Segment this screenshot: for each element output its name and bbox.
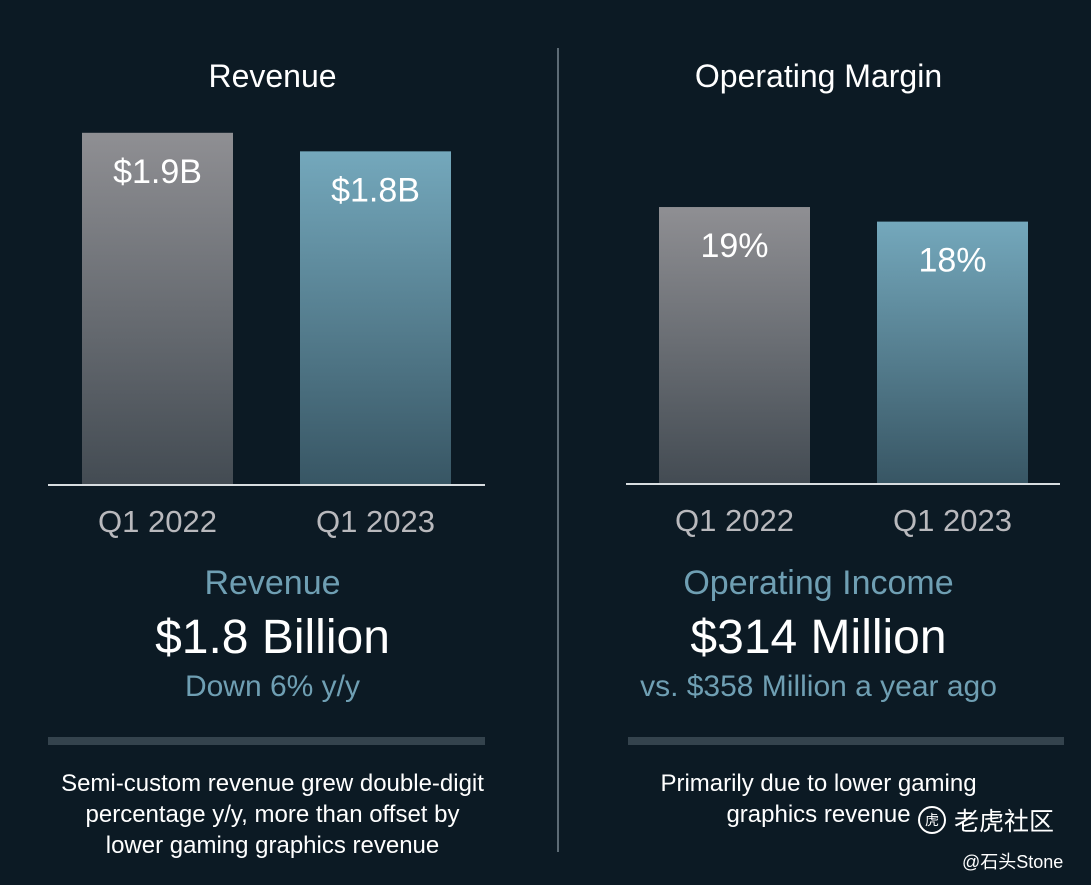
- operating-income-comparison: vs. $358 Million a year ago: [640, 670, 997, 703]
- x-tick-label: Q1 2022: [675, 503, 794, 538]
- tiger-logo-icon: 虎: [918, 806, 946, 834]
- bar-data-label: 18%: [918, 242, 986, 280]
- revenue-chart-title: Revenue: [208, 58, 337, 94]
- x-tick-label: Q1 2023: [316, 504, 435, 539]
- operating-margin-note: Primarily due to lower gaming graphics r…: [546, 768, 1091, 830]
- bar-data-label: $1.8B: [331, 171, 420, 209]
- note-line: Semi-custom revenue grew double-digit: [61, 770, 484, 797]
- bar-q1-2023: [300, 151, 451, 485]
- revenue-metric-value: $1.8 Billion: [155, 611, 390, 664]
- revenue-metric-label: Revenue: [204, 564, 341, 602]
- section-separator: [628, 737, 1064, 745]
- note-line: graphics revenue: [726, 801, 911, 828]
- bar-q1-2022: [82, 132, 233, 485]
- x-tick-label: Q1 2023: [893, 503, 1012, 538]
- operating-income-label: Operating Income: [683, 564, 954, 602]
- bar-q1-2022: [659, 207, 810, 485]
- x-tick-label: Q1 2022: [98, 504, 217, 539]
- bar-data-label: 19%: [700, 227, 768, 265]
- note-line: lower gaming graphics revenue: [105, 832, 440, 859]
- revenue-panel: Revenue $1.9B Q1 2022 $1.8B Q1 2023 Revenue…: [0, 0, 545, 885]
- note-line: percentage y/y, more than offset by: [85, 801, 460, 828]
- watermark-brand: 虎 老虎社区: [918, 802, 1054, 838]
- panel-divider: [557, 48, 559, 852]
- bar-data-label: $1.9B: [113, 153, 202, 191]
- operating-margin-panel: Operating Margin 19% Q1 2022 18% Q1 2023 Op…: [546, 0, 1091, 885]
- operating-margin-chart-title: Operating Margin: [694, 58, 943, 94]
- section-separator: [48, 737, 485, 745]
- operating-margin-bar-chart: 19% Q1 2022 18% Q1 2023: [626, 207, 1060, 538]
- operating-income-value: $314 Million: [690, 611, 947, 664]
- revenue-note: Semi-custom revenue grew double-digit pe…: [0, 768, 545, 861]
- watermark-brand-text: 老虎社区: [954, 808, 1055, 836]
- note-line: Primarily due to lower gaming: [660, 770, 977, 797]
- revenue-change-text: Down 6% y/y: [184, 670, 361, 703]
- revenue-bar-chart: $1.9B Q1 2022 $1.8B Q1 2023: [48, 132, 485, 539]
- watermark-handle: @石头Stone: [962, 852, 1064, 872]
- bar-q1-2023: [877, 221, 1028, 484]
